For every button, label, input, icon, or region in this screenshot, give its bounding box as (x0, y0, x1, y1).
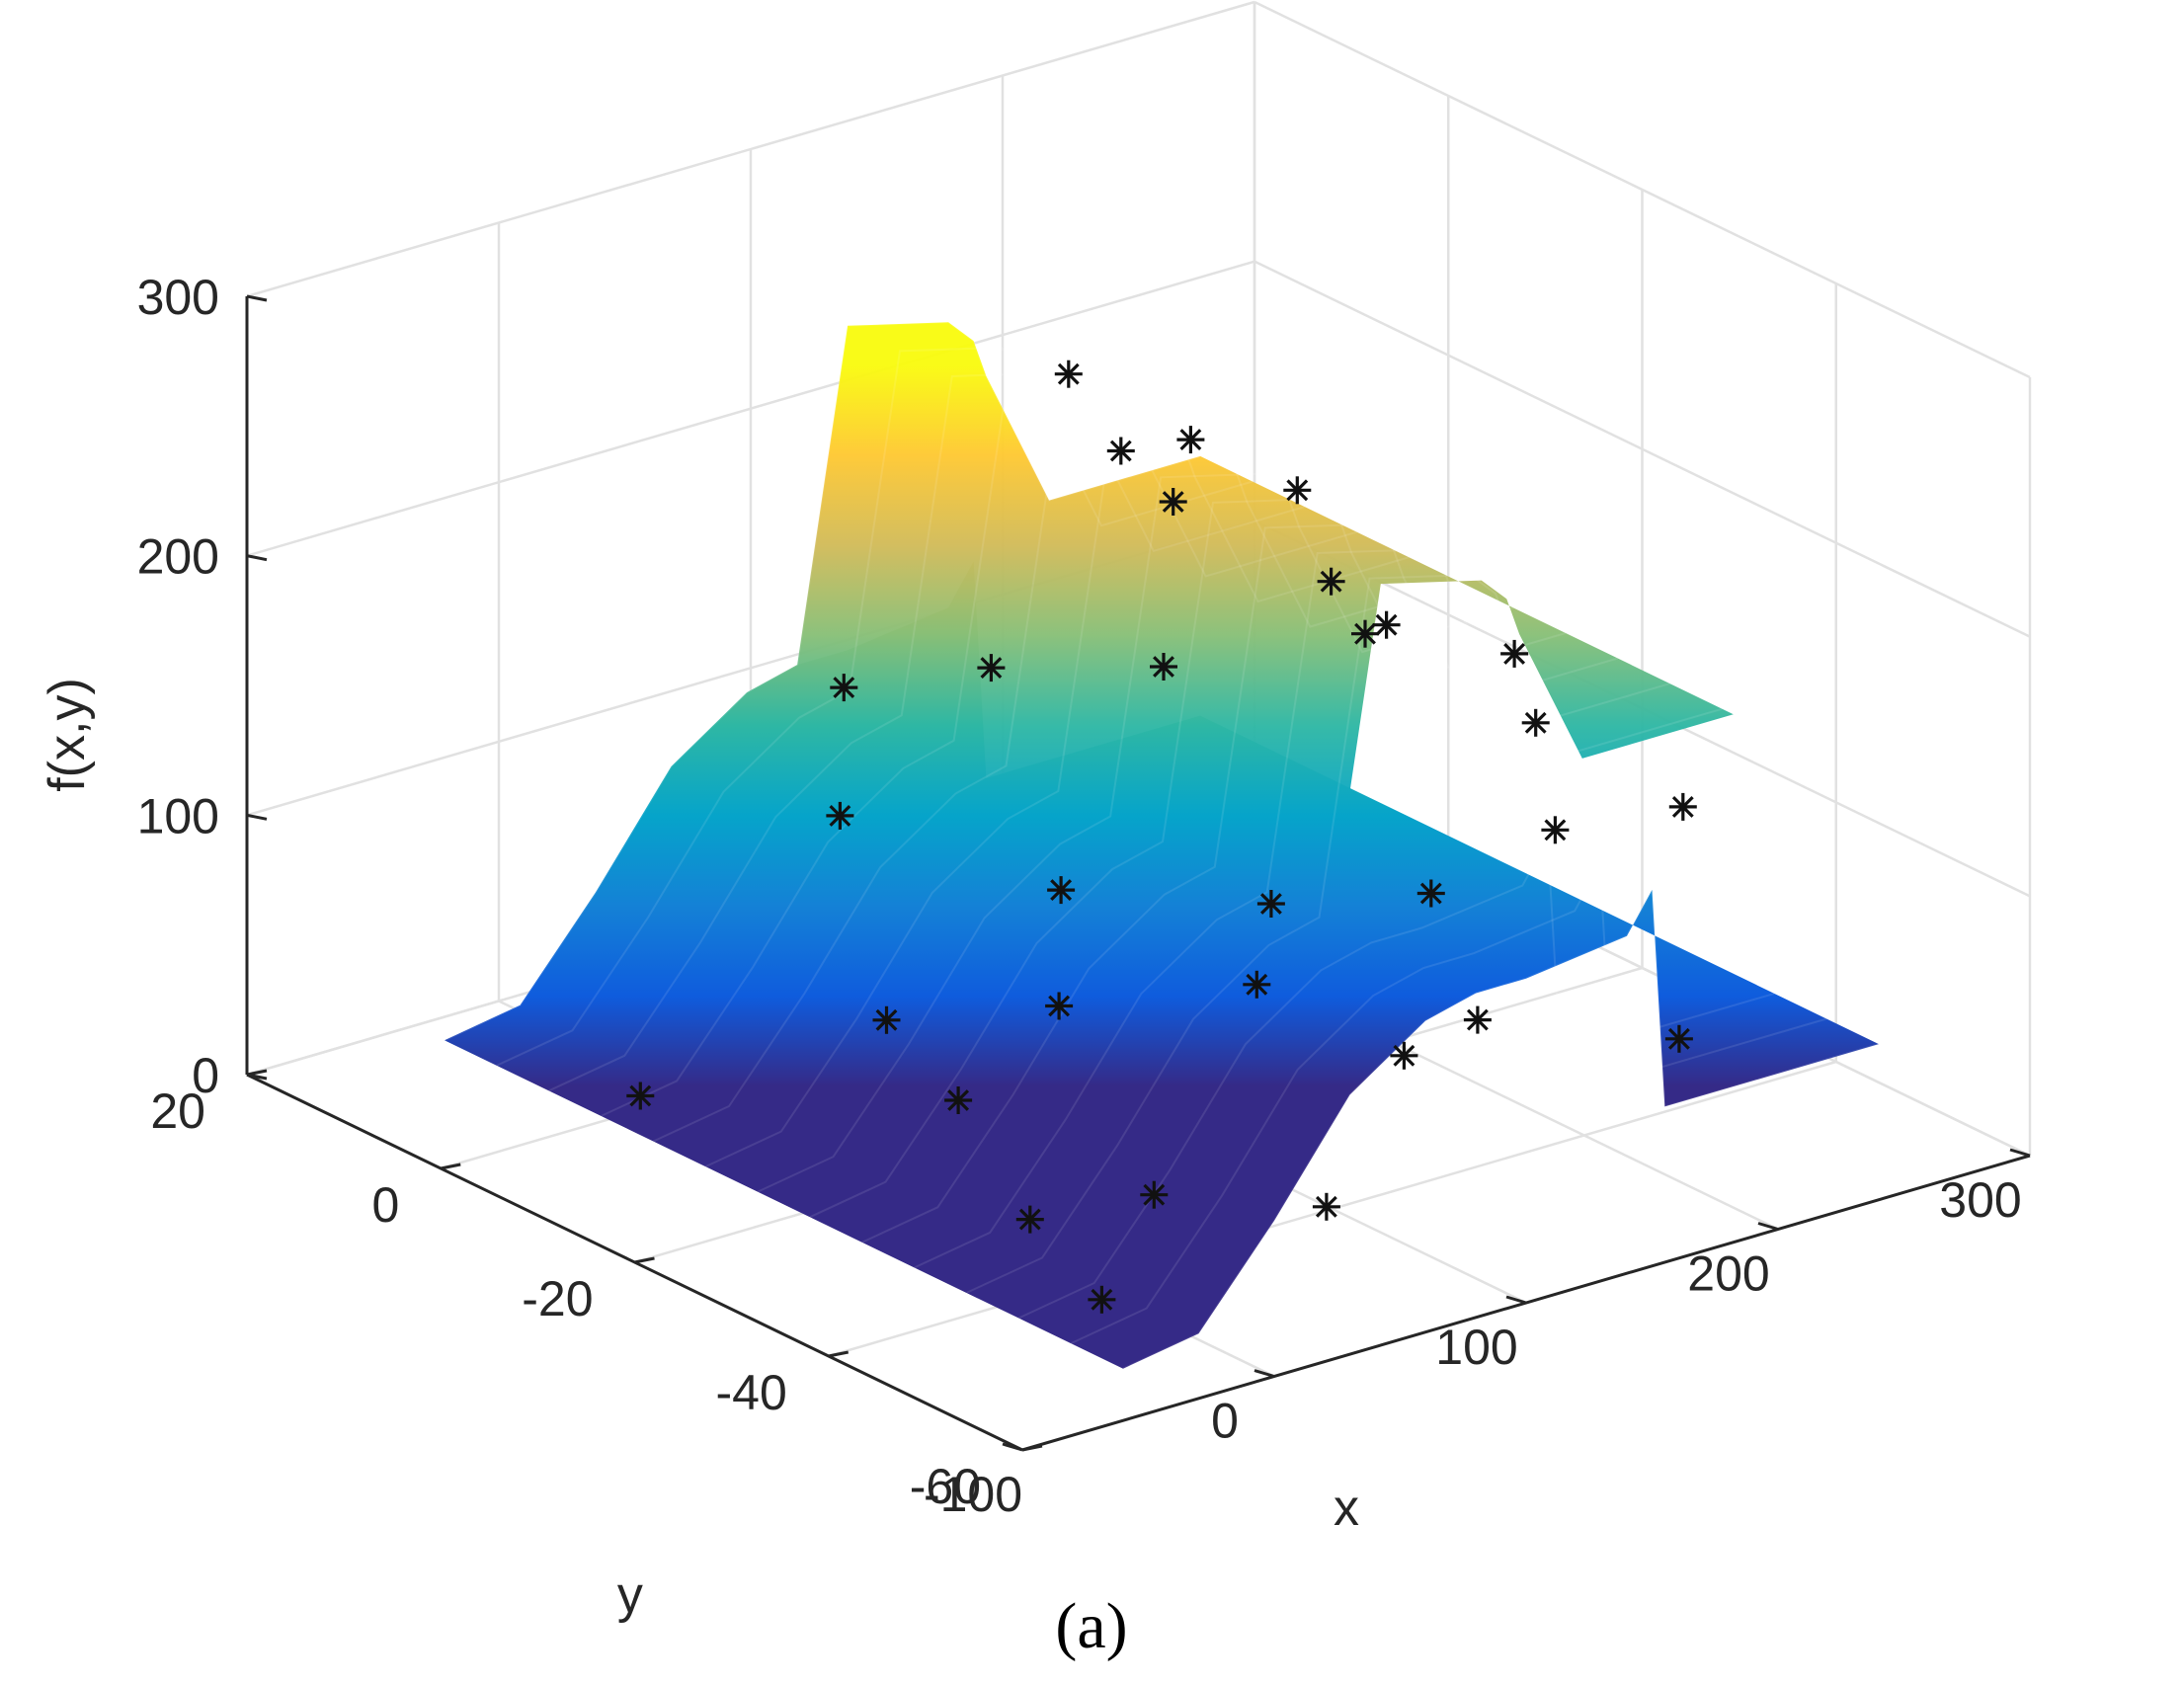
x-tick-mark (2009, 1148, 2031, 1158)
data-point (1140, 1180, 1169, 1209)
z-tick-label: 300 (137, 270, 219, 325)
z-tick-mark (246, 1073, 268, 1081)
surface-mesh-line (1017, 836, 1775, 1320)
data-point (1390, 1041, 1418, 1070)
data-point (1668, 792, 1697, 821)
y-tick-mark (828, 1350, 849, 1358)
x-tick-mark (1505, 1295, 1527, 1305)
surface-mesh-line (496, 346, 1254, 1067)
y-tick-mark (634, 1256, 655, 1264)
back-wall-gridline-z (246, 260, 1255, 557)
surface-mesh-line (444, 321, 1201, 1042)
y-tick-label: -60 (910, 1459, 981, 1514)
data-point (1463, 1005, 1492, 1034)
surface-mesh-line (548, 371, 1306, 1092)
data-point (944, 1086, 973, 1114)
axes-lines (245, 294, 2031, 1452)
surface-mesh (444, 321, 1880, 1370)
data-point (977, 654, 1006, 682)
surface-mesh-line (704, 447, 1462, 1168)
x-tick-mark (1757, 1222, 1779, 1231)
z-tick-label: 200 (137, 529, 219, 585)
data-point (626, 1082, 655, 1110)
data-point (1351, 619, 1379, 648)
data-point (1159, 488, 1187, 516)
data-point (1312, 1192, 1340, 1221)
figure-caption: (a) (1055, 1590, 1127, 1662)
surface-mesh-line (1122, 886, 1880, 1370)
z-tick-mark (246, 554, 268, 562)
x-axis-label: x (1334, 1480, 1359, 1537)
x-tick-label: 0 (1211, 1394, 1239, 1449)
surface-mesh-line (601, 396, 1357, 1117)
data-point (1045, 992, 1074, 1020)
data-point (1150, 653, 1177, 681)
side-wall-gridline-z (1254, 260, 2031, 638)
back-wall-gridline-z (246, 0, 1255, 298)
data-point (826, 801, 854, 830)
data-point (1054, 360, 1083, 388)
y-tick-label: -40 (715, 1365, 786, 1420)
data-point (1521, 708, 1550, 737)
z-tick-mark (246, 294, 268, 302)
data-point (872, 1005, 901, 1034)
z-tick-label: 100 (137, 788, 219, 843)
x-tick-mark (1254, 1369, 1275, 1378)
x-tick-label: 200 (1687, 1246, 1769, 1302)
data-point (1416, 879, 1445, 908)
z-tick-mark (246, 813, 268, 821)
data-point (1541, 816, 1570, 844)
x-tick-label: 300 (1939, 1172, 2021, 1228)
data-point (1317, 567, 1345, 596)
z-tick-label: 0 (192, 1048, 219, 1103)
data-point (1283, 476, 1312, 505)
surface-mesh-line (757, 472, 1514, 1193)
side-wall-gridline-z (1254, 0, 2031, 379)
z-axis-label: f(x,y) (39, 678, 96, 792)
data-point (1500, 639, 1529, 668)
data-point (1088, 1285, 1116, 1314)
surface-mesh-line (1070, 860, 1827, 1345)
data-points (626, 360, 1697, 1314)
y-tick-mark (440, 1163, 461, 1170)
data-point (1015, 1205, 1044, 1234)
data-point (1106, 437, 1135, 465)
x-tick-label: 100 (1435, 1320, 1517, 1375)
data-point (1372, 610, 1401, 639)
x-tick-mark (1002, 1442, 1023, 1452)
surface-mesh-line (861, 522, 1619, 1244)
y-tick-label: 20 (150, 1083, 205, 1139)
data-point (830, 674, 858, 702)
data-point (1664, 1024, 1693, 1053)
data-point (1243, 970, 1271, 999)
y-tick-label: -20 (522, 1271, 593, 1326)
surface-mesh-line (914, 548, 1670, 1269)
surface-mesh-line (809, 498, 1567, 1219)
x-tick-label: -100 (924, 1467, 1022, 1522)
y-tick-label: 0 (371, 1177, 399, 1233)
surface-mesh-line (653, 422, 1410, 1143)
data-point (1176, 426, 1205, 454)
data-point (1047, 876, 1076, 905)
y-tick-mark (1021, 1444, 1043, 1452)
surface-ridge-sheet (445, 322, 1734, 1299)
data-point (1256, 890, 1285, 918)
y-axis-label: y (617, 1566, 643, 1624)
